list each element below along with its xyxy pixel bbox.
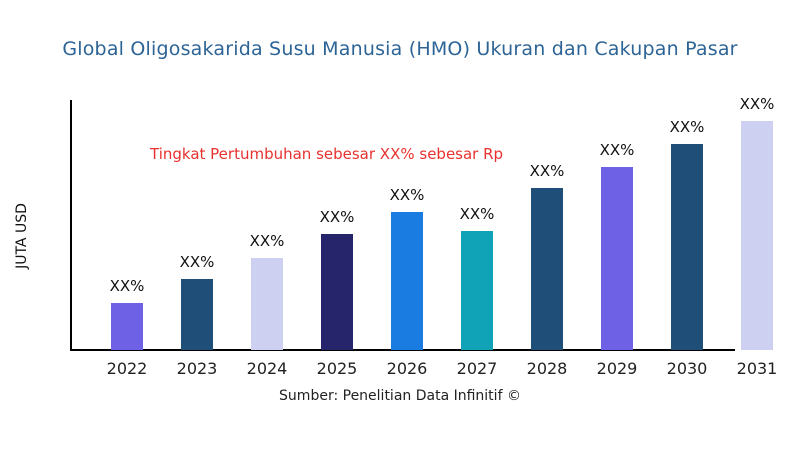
x-tick-label-2028: 2028 <box>526 359 568 378</box>
x-axis-line <box>72 349 735 351</box>
x-tick-label-2030: 2030 <box>666 359 708 378</box>
x-tick-label-2023: 2023 <box>176 359 218 378</box>
bar-value-label-2025: XX% <box>319 208 355 226</box>
x-tick-label-2024: 2024 <box>246 359 288 378</box>
bar-value-label-2030: XX% <box>669 118 705 136</box>
bar-2024 <box>251 258 283 350</box>
x-tick-label-2029: 2029 <box>596 359 638 378</box>
x-tick-label-2026: 2026 <box>386 359 428 378</box>
bar-2022 <box>111 303 143 350</box>
bar-value-label-2026: XX% <box>389 186 425 204</box>
bar-value-label-2027: XX% <box>459 205 495 223</box>
bar-2025 <box>321 234 353 350</box>
bar-value-label-2028: XX% <box>529 162 565 180</box>
bar-2030 <box>671 144 703 350</box>
source-note: Sumber: Penelitian Data Infinitif © <box>279 388 521 404</box>
x-tick-label-2031: 2031 <box>736 359 778 378</box>
bar-value-label-2031: XX% <box>739 95 775 113</box>
x-tick-label-2027: 2027 <box>456 359 498 378</box>
x-tick-label-2022: 2022 <box>106 359 148 378</box>
bar-2028 <box>531 188 563 350</box>
bar-2031 <box>741 121 773 350</box>
bar-2029 <box>601 167 633 350</box>
growth-rate-annotation: Tingkat Pertumbuhan sebesar XX% sebesar … <box>150 145 504 163</box>
chart-title: Global Oligosakarida Susu Manusia (HMO) … <box>62 38 738 60</box>
bar-value-label-2022: XX% <box>109 277 145 295</box>
bar-value-label-2023: XX% <box>179 253 215 271</box>
x-tick-label-2025: 2025 <box>316 359 358 378</box>
bar-2026 <box>391 212 423 350</box>
bar-2027 <box>461 231 493 350</box>
bar-value-label-2024: XX% <box>249 232 285 250</box>
bar-2023 <box>181 279 213 350</box>
y-axis-label: JUTA USD <box>14 203 30 269</box>
bar-value-label-2029: XX% <box>599 141 635 159</box>
plot-area: XX% 2022 XX% 2023 XX% 2024 XX% 2025 XX% 2026 XX% 20… <box>70 95 784 378</box>
